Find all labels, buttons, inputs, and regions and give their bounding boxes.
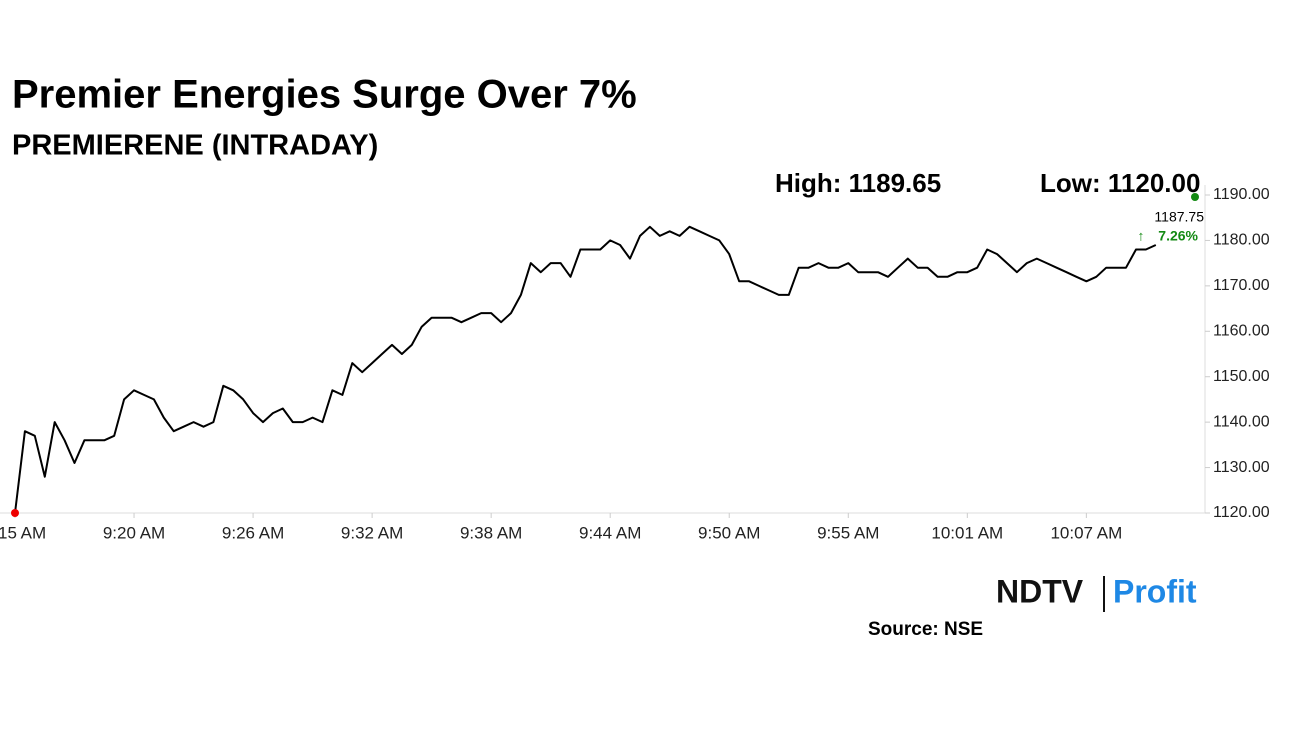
price-line xyxy=(14,225,1157,514)
last-price: 1187.75 xyxy=(1154,209,1204,225)
y-tick-label: 1150.00 xyxy=(1213,368,1270,385)
logo-left: NDTV xyxy=(996,573,1084,609)
x-tick-label: 10:01 AM xyxy=(931,523,1003,542)
y-tick-label: 1140.00 xyxy=(1213,413,1270,430)
x-tick-label: 9:20 AM xyxy=(103,523,165,542)
x-tick-label: 9:50 AM xyxy=(698,523,760,542)
y-tick-label: 1170.00 xyxy=(1213,277,1270,294)
chart-subtitle: PREMIERENE (INTRADAY) xyxy=(12,130,378,162)
x-tick-label: 10:07 AM xyxy=(1050,523,1122,542)
y-tick-label: 1160.00 xyxy=(1213,323,1270,340)
x-tick-label: 9:32 AM xyxy=(341,523,403,542)
chart-title: Premier Energies Surge Over 7% xyxy=(12,73,637,117)
y-tick-label: 1120.00 xyxy=(1213,504,1270,521)
low-label: Low: 1120.00 xyxy=(1040,168,1200,198)
source: Source: NSE xyxy=(868,619,983,640)
x-tick-label: 9:15 AM xyxy=(0,523,46,542)
high-label: High: 1189.65 xyxy=(775,168,941,198)
x-tick-label: 9:55 AM xyxy=(817,523,879,542)
change-label: 7.26% xyxy=(1158,228,1198,244)
logo-right: Profit xyxy=(1113,573,1197,609)
x-tick-label: 9:44 AM xyxy=(579,523,641,542)
change-arrow: ↑ xyxy=(1138,228,1145,244)
x-tick-label: 9:38 AM xyxy=(460,523,522,542)
end-marker xyxy=(1191,193,1199,201)
y-tick-label: 1130.00 xyxy=(1213,459,1270,476)
y-tick-label: 1190.00 xyxy=(1213,186,1270,203)
y-tick-label: 1180.00 xyxy=(1213,232,1270,249)
start-marker xyxy=(11,509,19,517)
x-tick-label: 9:26 AM xyxy=(222,523,284,542)
